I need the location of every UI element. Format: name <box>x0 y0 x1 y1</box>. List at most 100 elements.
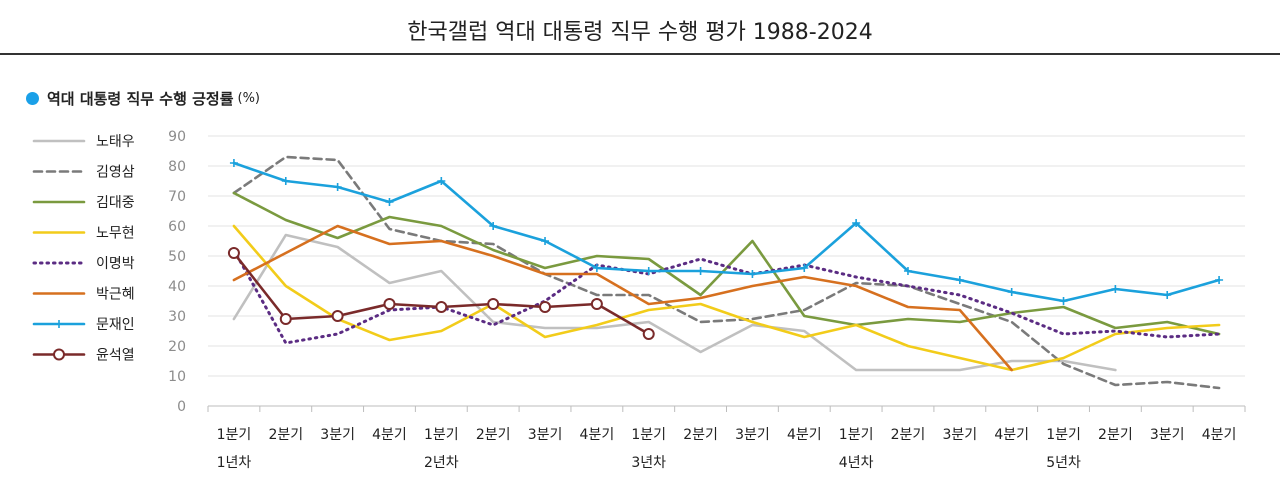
series-line <box>232 248 1221 345</box>
legend-item: 이명박 <box>32 256 135 272</box>
x-group-label: 2년차 <box>424 455 459 471</box>
legend-label: 노태우 <box>96 134 135 150</box>
x-tick-label: 4분기 <box>372 427 407 443</box>
y-tick-label: 70 <box>168 189 186 205</box>
legend-label: 노무현 <box>96 226 135 242</box>
y-tick-label: 10 <box>168 369 186 385</box>
x-tick-label: 4분기 <box>994 427 1029 443</box>
legend-label: 김영삼 <box>96 165 135 181</box>
series-line <box>232 224 1013 372</box>
y-tick-label: 30 <box>168 309 186 325</box>
data-point <box>227 247 240 259</box>
legend-label: 윤석열 <box>96 348 135 364</box>
x-tick-label: 2분기 <box>683 427 718 443</box>
data-point <box>539 301 552 313</box>
chart-unit: (%) <box>237 91 261 106</box>
y-tick-label: 60 <box>168 219 186 235</box>
y-tick-label: 20 <box>168 339 186 355</box>
data-point <box>592 264 601 272</box>
data-point <box>1059 297 1068 305</box>
x-tick-label: 3분기 <box>735 427 770 443</box>
x-group-label: 4년차 <box>839 455 874 471</box>
series-노무현 <box>232 224 1221 372</box>
data-point <box>748 270 757 278</box>
bullet-dot-icon <box>26 92 39 105</box>
data-point <box>1215 276 1224 284</box>
data-point <box>331 310 344 322</box>
data-point <box>800 264 809 272</box>
series-line <box>232 161 1221 303</box>
x-tick-label: 1분기 <box>839 427 874 443</box>
data-point <box>437 177 446 185</box>
data-point <box>385 198 394 206</box>
x-tick-label: 3분기 <box>942 427 977 443</box>
x-tick-label: 1분기 <box>217 427 252 443</box>
x-tick-label: 1분기 <box>631 427 666 443</box>
x-group-label: 1년차 <box>217 455 252 471</box>
series-김대중 <box>232 191 1221 336</box>
data-point <box>696 267 705 275</box>
data-point <box>333 183 342 191</box>
legend-item: 김영삼 <box>32 165 135 181</box>
legend-marker <box>53 348 65 361</box>
legend-item: 문재인 <box>32 317 135 333</box>
legend-item: 김대중 <box>32 195 135 211</box>
series-박근혜 <box>232 224 1013 372</box>
x-group-label: 3년차 <box>631 455 666 471</box>
x-tick-label: 3분기 <box>528 427 563 443</box>
series-line <box>232 224 1221 372</box>
series-line <box>232 233 1117 372</box>
chart-subtitle-text: 역대 대통령 직무 수행 긍정률 <box>47 90 234 108</box>
x-tick-label: 1분기 <box>1046 427 1081 443</box>
x-tick-label: 2분기 <box>891 427 926 443</box>
data-point <box>541 237 550 245</box>
x-axis: 1분기 2분기 3분기 4분기 1분기 2분기 3분기 4분기 1분기 2분기 3분기 4분기 1분기 2… <box>207 405 1246 471</box>
legend-item: 윤석열 <box>32 348 135 364</box>
data-point <box>644 267 653 275</box>
data-point <box>955 276 964 284</box>
series-노태우 <box>232 233 1117 372</box>
chart-subtitle: 역대 대통령 직무 수행 긍정률 (%) <box>26 88 260 109</box>
y-tick-label: 50 <box>168 249 186 265</box>
legend-label: 박근혜 <box>96 287 135 303</box>
series-이명박 <box>232 248 1221 345</box>
title-divider <box>0 53 1280 55</box>
y-tick-label: 40 <box>168 279 186 295</box>
chart-grid <box>208 135 1245 377</box>
data-point <box>1163 291 1172 299</box>
data-point <box>487 298 500 310</box>
x-tick-label: 4분기 <box>580 427 615 443</box>
series-김영삼 <box>232 155 1221 390</box>
legend-item: 노태우 <box>32 134 135 150</box>
data-point <box>281 177 290 185</box>
series-문재인 <box>229 159 1224 305</box>
data-point <box>1111 285 1120 293</box>
y-tick-label: 90 <box>168 129 186 145</box>
x-tick-label: 2분기 <box>268 427 303 443</box>
y-tick-label: 80 <box>168 159 186 175</box>
legend-label: 김대중 <box>96 195 135 211</box>
legend-item: 노무현 <box>32 226 135 242</box>
series-line <box>232 191 1221 336</box>
data-point <box>642 328 655 340</box>
series-윤석열 <box>227 247 655 340</box>
data-point <box>590 298 603 310</box>
x-tick-label: 2분기 <box>1098 427 1133 443</box>
x-tick-label: 2분기 <box>476 427 511 443</box>
x-tick-label: 4분기 <box>1202 427 1237 443</box>
y-tick-label: 0 <box>177 399 186 415</box>
x-tick-label: 3분기 <box>1150 427 1185 443</box>
data-point <box>229 159 238 167</box>
legend-item: 박근혜 <box>32 287 135 303</box>
x-tick-label: 3분기 <box>320 427 355 443</box>
data-point <box>852 219 861 227</box>
y-axis: 0 10 20 30 40 50 60 70 80 90 <box>168 129 186 415</box>
x-tick-label: 1분기 <box>424 427 459 443</box>
series-lines <box>227 155 1224 390</box>
data-point <box>903 267 912 275</box>
data-point <box>279 313 292 325</box>
legend-label: 문재인 <box>96 317 135 333</box>
data-point <box>435 301 448 313</box>
